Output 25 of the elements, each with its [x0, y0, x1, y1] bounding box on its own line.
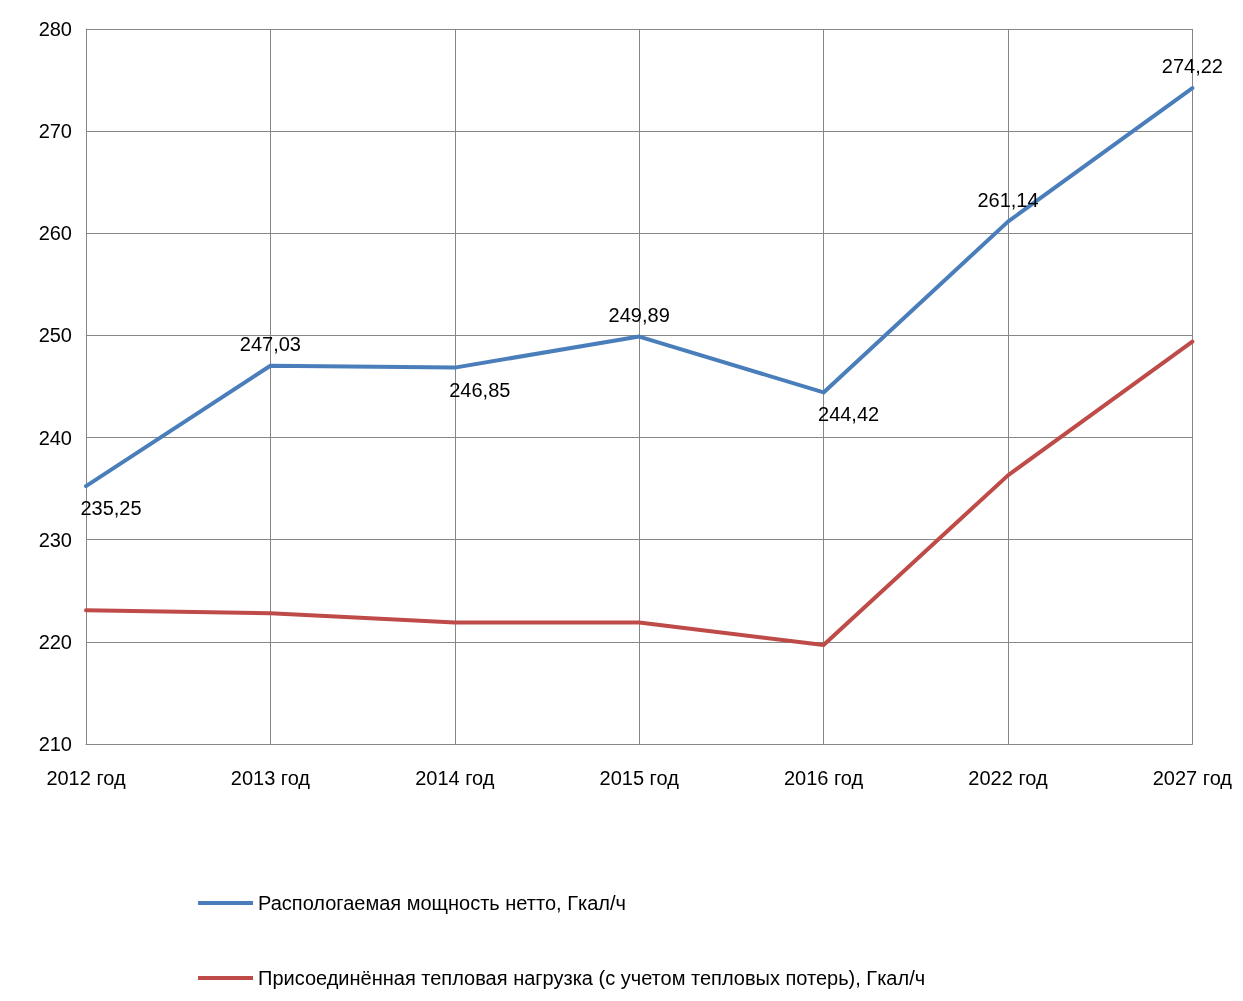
y-tick-label: 270 — [38, 120, 72, 143]
y-tick-label: 210 — [38, 733, 72, 755]
y-tick-label: 240 — [38, 426, 72, 449]
data-label: 274,22 — [1161, 55, 1223, 78]
data-label: 244,42 — [817, 403, 880, 426]
data-label: 249,89 — [608, 303, 670, 326]
x-tick-label: 2012 год — [46, 767, 126, 789]
line-series — [84, 86, 1195, 489]
y-tick-label: 230 — [38, 528, 72, 551]
x-tick-label: 2014 год — [415, 767, 495, 789]
legend-label: Распологаемая мощность нетто, Гкал/ч — [258, 892, 626, 914]
y-tick-label: 280 — [38, 18, 72, 40]
x-tick-label: 2027 год — [1152, 767, 1233, 789]
x-tick-label: 2015 год — [599, 767, 680, 789]
y-tick-label: 260 — [38, 222, 72, 245]
data-label: 246,85 — [449, 378, 511, 401]
data-label: 247,03 — [239, 332, 301, 355]
y-tick-label: 220 — [38, 630, 72, 653]
x-tick-label: 2013 год — [230, 767, 311, 789]
data-label: 261,14 — [977, 188, 1039, 211]
x-tick-label: 2016 год — [783, 767, 864, 789]
y-tick-label: 250 — [38, 324, 72, 347]
x-tick-label: 2022 год — [968, 767, 1048, 789]
data-label: 235,25 — [80, 497, 142, 520]
legend-label: Присоединённая тепловая нагрузка (с учетом тепловых потерь), Гкал/ч — [258, 967, 926, 989]
